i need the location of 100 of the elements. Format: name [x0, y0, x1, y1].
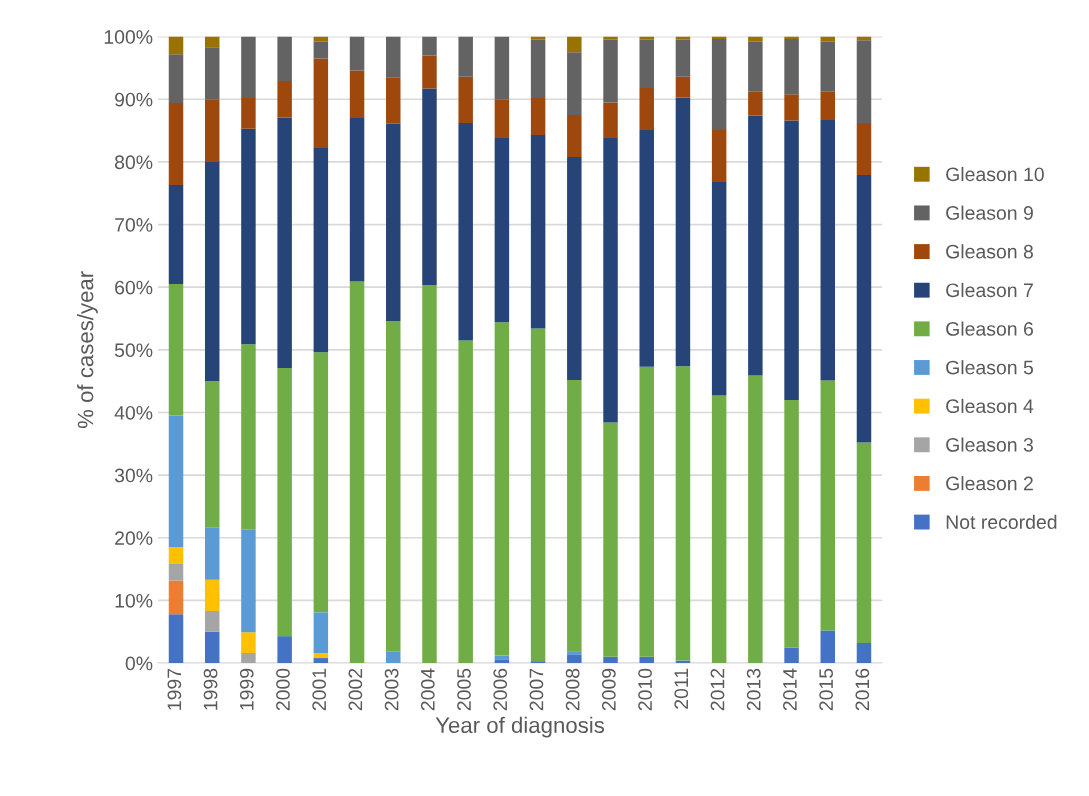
- y-tick-label: 10%: [115, 593, 153, 608]
- bar: [277, 368, 292, 637]
- bar: [567, 651, 582, 655]
- bar: [313, 58, 329, 149]
- x-tick-label: 2014: [783, 668, 797, 711]
- bar: [313, 41, 329, 59]
- bar: [530, 328, 546, 662]
- bar: [494, 36, 510, 100]
- bar: [168, 36, 184, 55]
- bar: [639, 129, 654, 367]
- bar: [603, 102, 618, 139]
- x-tick-label: 2008: [565, 668, 580, 711]
- bar: [711, 39, 727, 130]
- bar: [567, 114, 582, 157]
- bar: [204, 47, 220, 100]
- bar: [168, 564, 184, 581]
- bar: [386, 123, 401, 322]
- bar: [603, 422, 618, 657]
- bar: [277, 636, 292, 664]
- bar: [748, 375, 763, 664]
- bar: [277, 36, 292, 82]
- bar: [711, 395, 727, 664]
- bar: [386, 651, 401, 664]
- bar: [168, 185, 184, 285]
- legend-label: Gleason 4: [946, 398, 1034, 414]
- y-tick-label: 90%: [115, 92, 153, 107]
- y-tick-label: 70%: [115, 218, 153, 232]
- bar: [675, 39, 691, 77]
- x-tick-label: 2011: [674, 668, 689, 709]
- bar: [168, 54, 184, 104]
- bar: [458, 36, 473, 77]
- bar: [784, 120, 799, 400]
- legend-label: Gleason 6: [946, 321, 1033, 336]
- bar: [711, 129, 727, 182]
- bar: [313, 352, 329, 613]
- bar: [422, 285, 437, 664]
- bar: [748, 36, 763, 42]
- bar: [567, 36, 582, 53]
- y-tick-label: 20%: [115, 531, 153, 546]
- x-tick-label: 2010: [638, 668, 652, 711]
- bar: [567, 156, 582, 380]
- x-tick-label: 2016: [855, 668, 870, 711]
- bar: [241, 529, 256, 633]
- bar: [820, 91, 836, 120]
- bar: [313, 612, 329, 654]
- y-tick-label: 60%: [115, 280, 153, 295]
- bar: [204, 611, 220, 632]
- bar: [639, 656, 654, 664]
- bar: [820, 41, 836, 92]
- bar: [567, 52, 582, 115]
- x-tick-label: 2005: [457, 668, 471, 711]
- bar: [856, 175, 872, 443]
- bar: [241, 98, 256, 129]
- x-tick-label: 1997: [167, 668, 182, 710]
- bar: [784, 94, 799, 121]
- bar: [204, 631, 220, 664]
- bar: [820, 380, 836, 631]
- x-tick-label: 2013: [746, 668, 761, 711]
- legend-label: Gleason 9: [946, 205, 1033, 220]
- x-tick-label: 2006: [493, 668, 508, 711]
- y-axis-title: % of cases/year: [77, 271, 98, 429]
- x-tick-label: 2012: [710, 668, 725, 711]
- bar: [168, 415, 184, 548]
- bar: [748, 91, 763, 116]
- bar: [856, 643, 872, 664]
- bar: [168, 284, 184, 416]
- bar: [241, 36, 256, 99]
- x-tick-label: 2003: [384, 668, 399, 711]
- x-tick-label: 2001: [312, 668, 327, 711]
- bar: [639, 87, 654, 130]
- legend-label: Gleason 8: [946, 244, 1033, 259]
- bar: [241, 128, 256, 345]
- bar: [639, 366, 654, 657]
- bar: [422, 36, 437, 56]
- bar: [277, 117, 292, 369]
- x-tick-label: 1998: [203, 668, 218, 710]
- bar: [349, 36, 365, 71]
- bar: [458, 76, 473, 124]
- bar: [603, 138, 618, 423]
- bar: [639, 36, 654, 40]
- bar: [241, 632, 256, 654]
- y-tick-label: 80%: [114, 155, 153, 170]
- y-tick-label: 40%: [114, 405, 153, 420]
- bar: [675, 36, 691, 40]
- bar: [422, 55, 437, 89]
- y-tick-label: 30%: [114, 468, 153, 483]
- bar: [386, 321, 401, 652]
- bar: [168, 103, 184, 186]
- bar: [567, 379, 582, 652]
- bar: [530, 36, 546, 40]
- legend-label: Gleason 5: [946, 360, 1034, 375]
- bar: [241, 344, 256, 530]
- x-tick-label: 1999: [239, 668, 254, 710]
- bar: [784, 647, 799, 664]
- bar: [168, 547, 184, 565]
- y-tick-label: 50%: [114, 343, 153, 358]
- bar: [530, 98, 546, 135]
- bar: [856, 123, 872, 176]
- bar: [820, 630, 836, 664]
- bar: [204, 36, 220, 48]
